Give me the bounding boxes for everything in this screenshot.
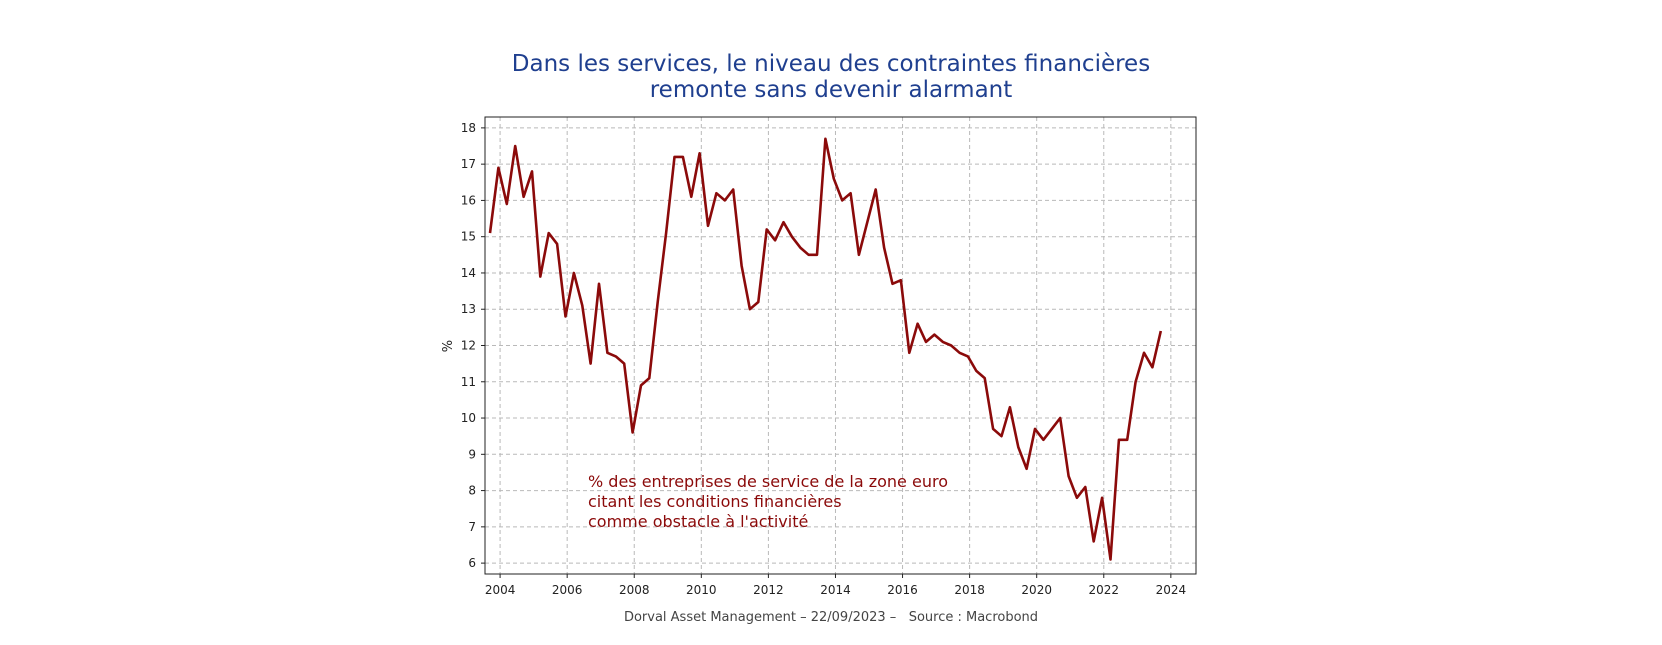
y-tick-label: 14 bbox=[461, 266, 476, 280]
y-tick-label: 12 bbox=[461, 339, 476, 353]
y-axis-label: % bbox=[441, 340, 456, 352]
x-tick-label: 2018 bbox=[954, 583, 985, 597]
y-tick-label: 10 bbox=[461, 411, 476, 425]
series-line bbox=[488, 137, 1163, 561]
grid-layer bbox=[485, 117, 1196, 574]
y-tick-label: 8 bbox=[468, 484, 476, 498]
x-tick-label: 2012 bbox=[753, 583, 784, 597]
y-tick-label: 17 bbox=[461, 157, 476, 171]
y-tick-label: 18 bbox=[461, 121, 476, 135]
annotation-line-3: comme obstacle à l'activité bbox=[588, 512, 808, 531]
x-tick-label: 2016 bbox=[887, 583, 918, 597]
annotation-line-1: % des entreprises de service de la zone … bbox=[588, 472, 948, 491]
x-tick-label: 2014 bbox=[820, 583, 851, 597]
tick-layer: 6 7 8 9 10 11 12 13 14 15 16 17 18 2004 2006 2008 2010 20… bbox=[461, 121, 1186, 597]
x-tick-label: 2020 bbox=[1021, 583, 1052, 597]
x-tick-label: 2008 bbox=[619, 583, 650, 597]
y-tick-label: 15 bbox=[461, 230, 476, 244]
y-tick-label: 6 bbox=[468, 556, 476, 570]
y-tick-label: 16 bbox=[461, 193, 476, 207]
x-tick-label: 2006 bbox=[552, 583, 583, 597]
annotation-line-2: citant les conditions financières bbox=[588, 492, 842, 511]
y-tick-label: 13 bbox=[461, 302, 476, 316]
chart-footer-source: Dorval Asset Management – 22/09/2023 – S… bbox=[623, 610, 1039, 625]
y-tick-label: 7 bbox=[468, 520, 476, 534]
x-tick-label: 2022 bbox=[1088, 583, 1119, 597]
y-tick-label: 11 bbox=[461, 375, 476, 389]
x-tick-label: 2010 bbox=[686, 583, 717, 597]
x-tick-label: 2024 bbox=[1156, 583, 1187, 597]
x-tick-label: 2004 bbox=[485, 583, 516, 597]
y-tick-label: 9 bbox=[468, 447, 476, 461]
chart-title-line-1: Dans les services, le niveau des contrai… bbox=[511, 51, 1151, 77]
chart-title-line-2: remonte sans devenir alarmant bbox=[649, 77, 1013, 103]
